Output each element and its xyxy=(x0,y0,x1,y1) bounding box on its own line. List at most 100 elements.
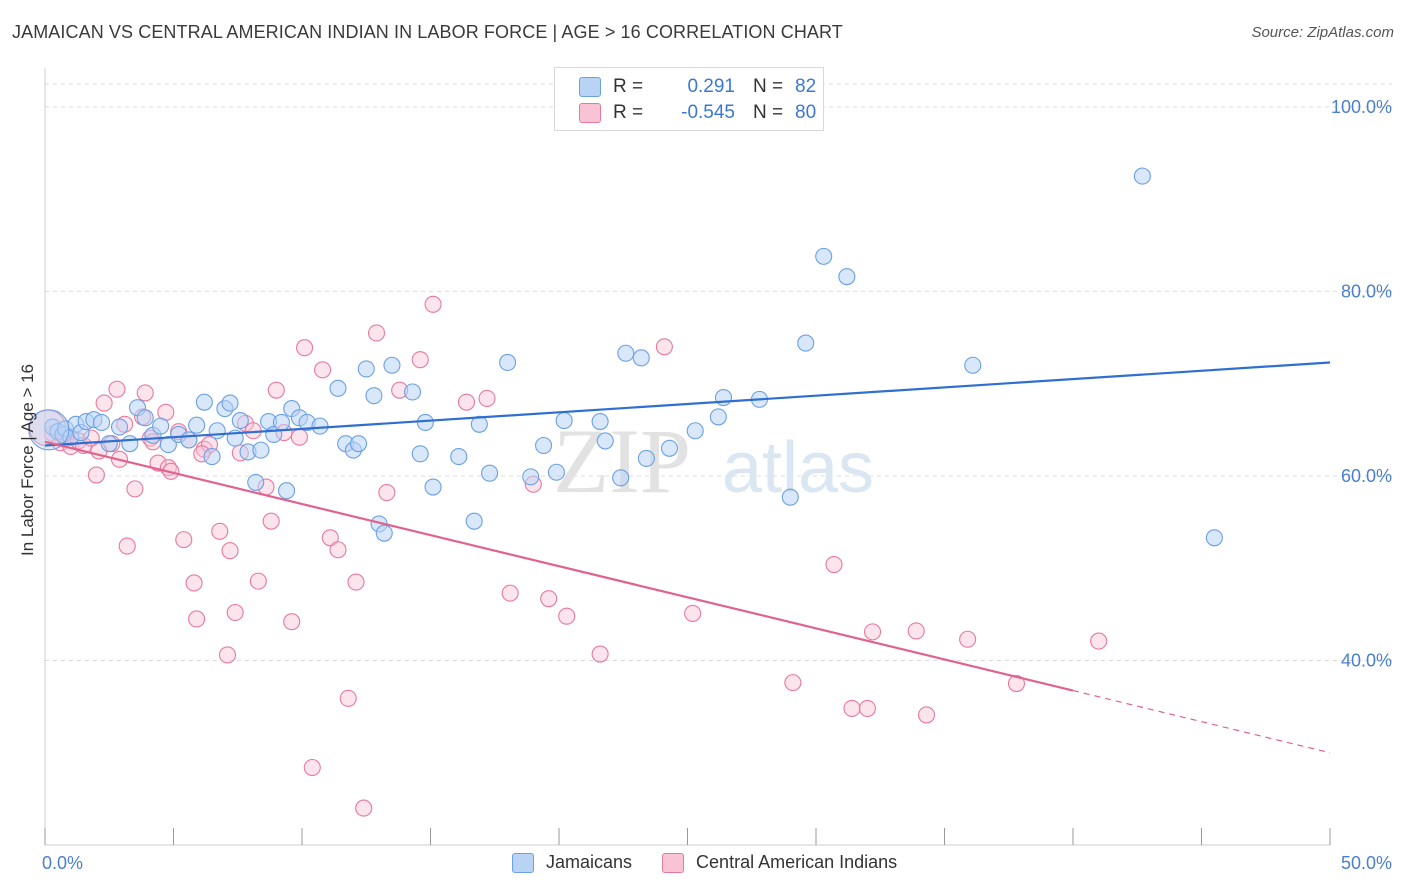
central-american-indian-point xyxy=(917,706,936,724)
central-american-indian-point xyxy=(218,646,237,664)
legend-label-jamaicans: Jamaicans xyxy=(546,852,633,872)
legend-item-jamaicans: Jamaicans xyxy=(512,852,632,873)
jamaican-point xyxy=(1133,167,1151,185)
chart-title: JAMAICAN VS CENTRAL AMERICAN INDIAN IN L… xyxy=(12,22,843,42)
central-american-indian-point xyxy=(684,604,702,622)
central-american-indian-point xyxy=(424,295,442,313)
central-american-indian-point xyxy=(303,758,321,777)
central-american-indian-point xyxy=(457,393,476,411)
central-american-indian-point xyxy=(907,622,925,640)
jamaican-point xyxy=(231,412,249,430)
jamaican-cluster-point xyxy=(28,409,70,451)
jamaican-point xyxy=(195,393,213,411)
jamaican-point xyxy=(272,413,290,431)
central-american-indian-point xyxy=(267,381,285,399)
central-american-indian-point xyxy=(558,607,576,625)
jamaican-point xyxy=(278,482,296,500)
central-american-indian-point xyxy=(290,428,308,446)
legend-item-central-american-indians: Central American Indians xyxy=(662,852,897,873)
central-american-indian-point xyxy=(185,574,203,592)
legend-swatch-pink xyxy=(579,103,601,123)
jamaican-point xyxy=(964,356,982,374)
central-american-indian-point xyxy=(87,466,105,484)
jamaican-point xyxy=(121,435,139,453)
legend-n-value: 80 xyxy=(795,102,817,123)
legend-row-jamaicans: R = 0.291 N = 82 xyxy=(579,75,835,99)
source-label: Source: ZipAtlas.com xyxy=(1251,24,1394,41)
central-american-indian-point xyxy=(478,389,496,408)
central-american-indians-trend-extension xyxy=(1072,689,1331,754)
series-central-american-indians xyxy=(29,295,1108,817)
jamaican-point xyxy=(596,432,614,450)
central-american-indians-trend-line xyxy=(44,440,1074,692)
series-jamaicans xyxy=(28,167,1223,547)
central-american-indian-point xyxy=(843,699,861,718)
central-american-indian-point xyxy=(347,573,365,591)
jamaican-point xyxy=(450,448,468,466)
legend-r-value: -0.545 xyxy=(681,102,735,123)
central-american-indian-point xyxy=(249,572,267,590)
jamaicans-trend-line xyxy=(44,361,1331,447)
central-american-indian-point xyxy=(655,338,673,356)
central-american-indian-point xyxy=(221,542,239,560)
central-american-indian-point xyxy=(825,555,843,574)
central-american-indian-point xyxy=(858,699,876,718)
correlation-legend: R = 0.291 N = 82 R = -0.545 N = 80 xyxy=(554,67,824,131)
central-american-indian-point xyxy=(591,645,609,663)
legend-r-key: R = xyxy=(613,102,644,123)
jamaican-point xyxy=(311,417,329,435)
jamaican-point xyxy=(424,478,442,496)
jamaican-point xyxy=(1205,529,1223,547)
jamaican-point xyxy=(92,413,111,431)
central-american-indian-point xyxy=(136,384,154,402)
central-american-indian-point xyxy=(108,380,126,398)
jamaican-point xyxy=(481,464,499,482)
jamaican-point xyxy=(357,360,375,378)
y-tick-label: 100.0% xyxy=(1331,97,1392,117)
jamaican-point xyxy=(383,356,401,374)
jamaican-point xyxy=(188,416,206,434)
trend-lines xyxy=(44,361,1331,754)
jamaican-point xyxy=(403,383,422,401)
legend-swatch-blue xyxy=(579,77,601,97)
central-american-indian-point xyxy=(367,324,386,342)
jamaican-point xyxy=(535,436,553,455)
legend-n-value: 82 xyxy=(795,76,817,97)
jamaican-point xyxy=(203,448,221,466)
jamaican-point xyxy=(838,268,856,286)
jamaican-point xyxy=(686,422,704,440)
legend-swatch-pink xyxy=(662,852,685,873)
central-american-indian-point xyxy=(355,799,373,817)
x-tick-label: 50.0% xyxy=(1341,853,1392,873)
central-american-indian-point xyxy=(211,522,229,540)
central-american-indian-point xyxy=(1007,674,1026,693)
watermark-zip: ZIP xyxy=(553,410,691,512)
jamaican-point xyxy=(709,408,727,426)
jamaican-point xyxy=(591,412,609,431)
series-legend: Jamaicans Central American Indians xyxy=(512,852,927,873)
central-american-indian-point xyxy=(339,689,357,707)
jamaican-point xyxy=(781,488,799,506)
central-american-indian-point xyxy=(784,674,802,692)
jamaican-point xyxy=(208,422,226,440)
central-american-indian-point xyxy=(411,351,429,369)
central-american-indian-point xyxy=(188,610,206,628)
legend-swatch-blue xyxy=(512,852,534,873)
jamaican-point xyxy=(252,441,270,459)
tick-labels: 40.0% 60.0% 80.0% 100.0% 0.0% 50.0% xyxy=(42,97,1392,873)
central-american-indian-point xyxy=(314,361,332,379)
central-american-indian-point xyxy=(501,584,519,602)
jamaican-point xyxy=(221,394,239,412)
jamaican-point xyxy=(632,349,650,367)
jamaican-point xyxy=(637,449,655,467)
central-american-indian-point xyxy=(175,531,193,549)
y-tick-label: 80.0% xyxy=(1341,281,1392,301)
central-american-indian-point xyxy=(863,623,882,641)
jamaican-point xyxy=(714,388,733,407)
central-american-indian-point xyxy=(149,454,167,472)
central-american-indian-point xyxy=(118,537,136,555)
central-american-indian-point xyxy=(283,613,301,631)
jamaican-point xyxy=(375,524,393,542)
jamaican-point xyxy=(499,353,517,372)
